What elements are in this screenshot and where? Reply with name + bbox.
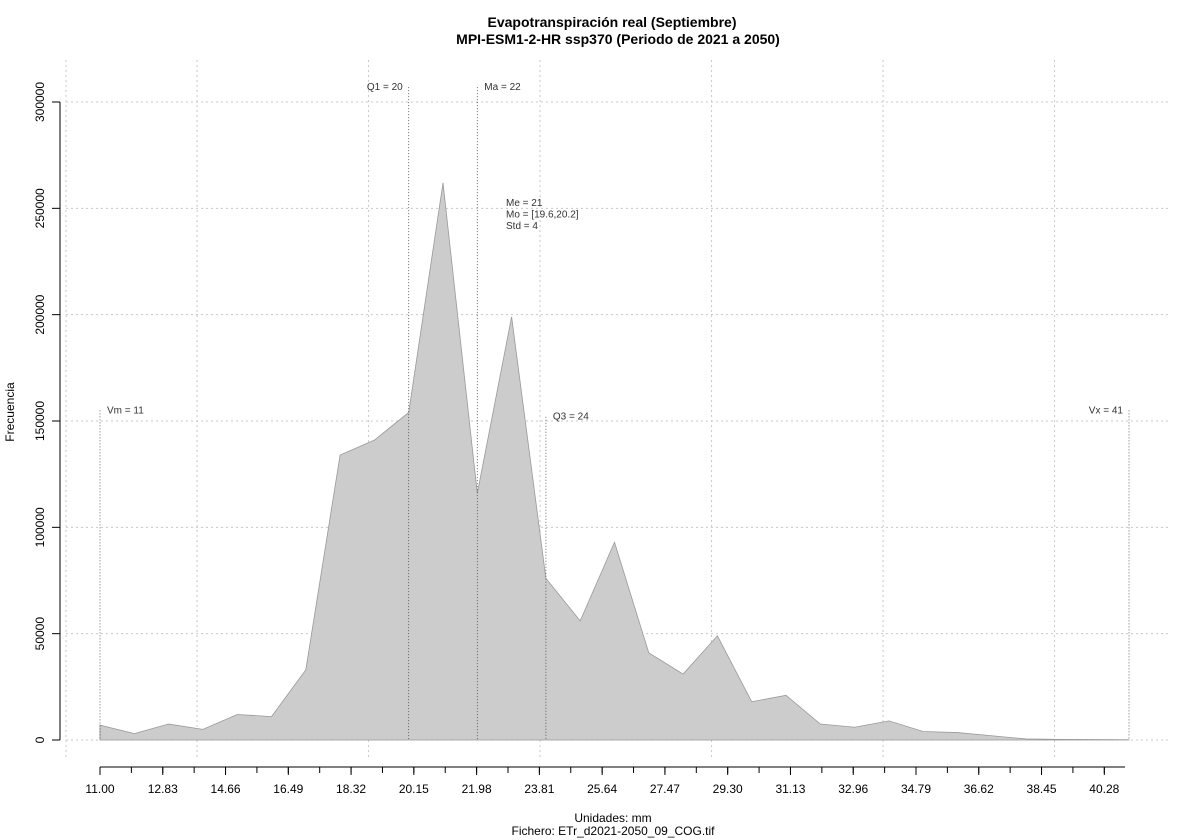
plot-area [99,182,1130,741]
x-tick-label: 23.81 [524,782,554,796]
x-tick-label: 18.32 [336,782,366,796]
x-tick-label: 34.79 [901,782,931,796]
marker-lines: Vm = 11 Q1 = 20 Ma = 22 Q3 = 24 Vx = 41 [99,82,1130,740]
marker-label: Vx = 41 [1089,405,1124,416]
y-tick-label: 150000 [33,401,47,441]
y-tick-label: 100000 [33,507,47,547]
frequency-area [99,182,1130,741]
y-axis-label: Frecuencia [3,382,17,442]
y-tick-label: 0 [33,736,47,743]
x-tick-label: 14.66 [211,782,241,796]
file-label: Fichero: ETr_d2021-2050_09_COG.tif [512,824,716,838]
x-tick-label: 36.62 [964,782,994,796]
x-axis: 11.00 12.83 14.66 16.49 18.32 20.15 21.98 23.81… [85,766,1125,796]
y-tick-label: 250000 [33,188,47,228]
x-tick-label: 12.83 [148,782,178,796]
x-tick-label: 21.98 [462,782,492,796]
marker-label: Q3 = 24 [553,412,589,423]
x-tick-label: 11.00 [85,782,114,796]
y-axis: 0 50000 100000 150000 200000 250000 300000 [33,82,61,743]
marker-label: Ma = 22 [484,82,521,93]
marker-label: Vm = 11 [107,405,144,416]
x-axis-label: Unidades: mm [574,811,651,825]
chart-title: Evapotranspiración real (Septiembre) [488,14,737,30]
x-tick-label: 25.64 [587,782,617,796]
y-tick-label: 300000 [33,82,47,122]
x-tick-label: 27.47 [650,782,680,796]
x-tick-label: 38.45 [1027,782,1057,796]
x-tick-label: 32.96 [838,782,868,796]
y-tick-label: 50000 [33,617,47,651]
x-tick-label: 40.28 [1089,782,1119,796]
x-tick-label: 29.30 [713,782,743,796]
x-tick-label: 20.15 [399,782,429,796]
stat-label: Mo = [19.6,20.2] [506,210,579,221]
chart-subtitle: MPI-ESM1-2-HR ssp370 (Periodo de 2021 a … [456,31,780,47]
y-tick-label: 200000 [33,294,47,334]
stat-label: Std = 4 [506,221,538,232]
stat-label: Me = 21 [506,198,543,209]
x-tick-label: 31.13 [775,782,805,796]
marker-label: Q1 = 20 [367,82,403,93]
x-tick-label: 16.49 [273,782,303,796]
